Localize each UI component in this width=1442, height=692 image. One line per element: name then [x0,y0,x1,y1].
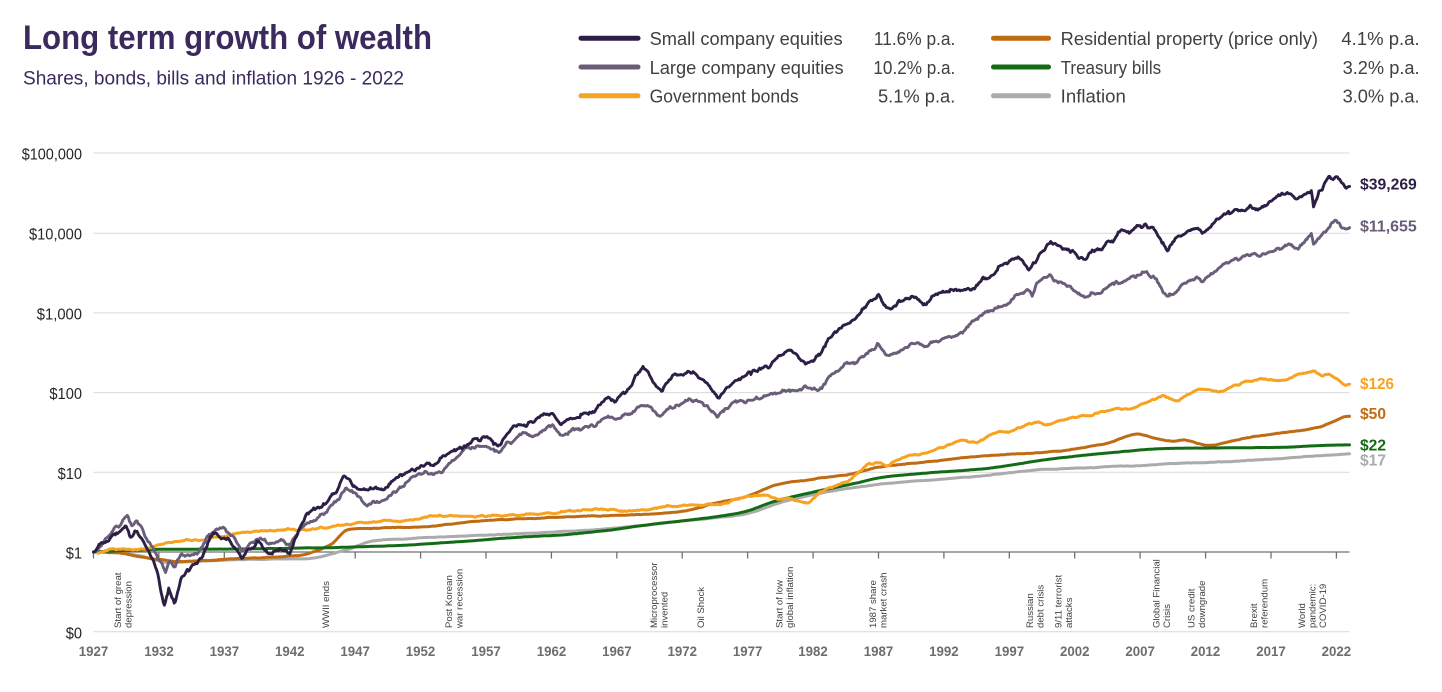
svg-text:2002: 2002 [1060,644,1090,660]
svg-text:$1,000: $1,000 [37,306,82,323]
svg-text:$50: $50 [1360,406,1386,423]
svg-text:1972: 1972 [668,644,698,660]
svg-text:1937: 1937 [210,644,240,660]
svg-text:$10: $10 [58,466,82,483]
svg-text:Treasury bills: Treasury bills [1061,58,1161,78]
svg-text:referendum: referendum [1260,579,1271,628]
svg-text:5.1% p.a.: 5.1% p.a. [878,87,955,107]
svg-text:1932: 1932 [144,644,174,660]
svg-text:World: World [1297,603,1308,628]
svg-text:invented: invented [659,592,670,628]
svg-text:$100: $100 [49,386,82,403]
svg-text:Long term growth of wealth: Long term growth of wealth [23,19,432,57]
svg-text:$0: $0 [66,625,82,642]
svg-text:Government bonds: Government bonds [650,87,799,107]
svg-text:Crisis: Crisis [1162,604,1173,628]
svg-text:1967: 1967 [602,644,632,660]
svg-text:2012: 2012 [1191,644,1221,660]
svg-text:Russian: Russian [1025,593,1036,628]
svg-text:$22: $22 [1360,438,1386,455]
svg-text:3.0% p.a.: 3.0% p.a. [1343,87,1420,107]
svg-text:11.6% p.a.: 11.6% p.a. [874,29,955,49]
svg-text:Brexit: Brexit [1249,603,1260,628]
svg-text:Oil Shock: Oil Shock [696,587,707,628]
svg-text:2017: 2017 [1256,644,1286,660]
svg-text:1992: 1992 [929,644,959,660]
svg-text:1942: 1942 [275,644,305,660]
svg-text:$126: $126 [1360,376,1394,393]
svg-text:Microprocessor: Microprocessor [649,562,660,628]
svg-text:1962: 1962 [537,644,567,660]
svg-text:pandemic:: pandemic: [1308,584,1319,628]
svg-text:1927: 1927 [79,644,109,660]
svg-text:Global Financial: Global Financial [1152,559,1163,628]
svg-text:1982: 1982 [798,644,828,660]
svg-text:1987: 1987 [864,644,894,660]
svg-text:Residential property (price on: Residential property (price only) [1061,29,1318,49]
svg-text:Post Korean: Post Korean [444,575,455,628]
svg-text:Inflation: Inflation [1061,87,1126,107]
svg-text:2007: 2007 [1125,644,1155,660]
svg-text:war recession: war recession [454,569,465,629]
svg-text:$39,269: $39,269 [1360,177,1417,194]
svg-text:Start of low: Start of low [775,580,786,628]
svg-text:1987 share: 1987 share [868,580,879,628]
svg-text:market crash: market crash [879,573,890,628]
svg-text:Small company equities: Small company equities [650,29,843,49]
svg-text:US credit: US credit [1187,588,1198,628]
svg-text:Large company equities: Large company equities [650,58,844,78]
svg-text:9/11 terrorist: 9/11 terrorist [1054,575,1065,628]
svg-text:WWII ends: WWII ends [321,581,332,628]
svg-text:$17: $17 [1360,453,1386,470]
svg-text:4.1% p.a.: 4.1% p.a. [1341,29,1419,49]
svg-text:3.2% p.a.: 3.2% p.a. [1343,58,1420,78]
svg-text:10.2% p.a.: 10.2% p.a. [873,58,955,78]
svg-text:1952: 1952 [406,644,436,660]
svg-text:global inflation: global inflation [785,567,796,628]
svg-text:$10,000: $10,000 [29,227,82,244]
svg-text:$1: $1 [66,546,82,563]
svg-text:$11,655: $11,655 [1360,219,1417,236]
svg-text:2022: 2022 [1322,644,1352,660]
svg-text:$100,000: $100,000 [22,147,82,164]
svg-text:debt crisis: debt crisis [1036,585,1047,628]
svg-text:1977: 1977 [733,644,763,660]
svg-text:1957: 1957 [471,644,501,660]
svg-text:COVID-19: COVID-19 [1318,584,1329,628]
svg-text:Start of great: Start of great [113,572,124,628]
svg-text:attacks: attacks [1064,597,1075,628]
svg-text:depression: depression [124,581,135,628]
svg-text:1947: 1947 [340,644,370,660]
svg-text:downgrade: downgrade [1197,581,1208,628]
svg-text:Shares, bonds, bills and infla: Shares, bonds, bills and inflation 1926 … [23,69,404,90]
svg-text:1997: 1997 [995,644,1025,660]
